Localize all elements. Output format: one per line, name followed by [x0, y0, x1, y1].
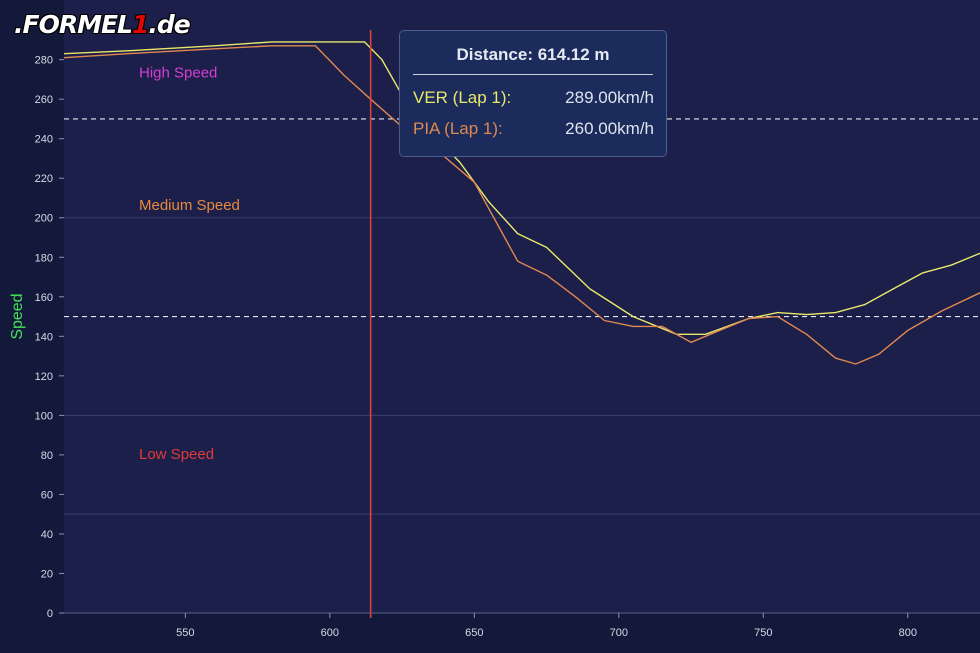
y-tick-label: 120 [35, 371, 53, 383]
series-line-ver [63, 41, 980, 335]
zone-label: High Speed [139, 64, 217, 81]
formel1-logo: .FORMEL1.de [14, 10, 191, 39]
y-tick-label: 240 [35, 134, 53, 146]
logo-digit: 1 [131, 10, 149, 39]
zone-label: Medium Speed [139, 197, 240, 214]
tooltip-value-pia: 260.00km/h [565, 119, 654, 138]
y-tick-label: 260 [35, 94, 53, 106]
chart-tooltip: Distance: 614.12 m VER (Lap 1): 289.00km… [399, 30, 667, 157]
zone-label: Low Speed [139, 446, 214, 463]
tooltip-title: Distance: 614.12 m [456, 45, 610, 64]
y-tick-label: 60 [41, 489, 53, 501]
x-tick-label: 800 [899, 627, 917, 639]
x-tick-label: 750 [754, 627, 772, 639]
logo-suffix: .de [148, 10, 190, 39]
logo-prefix: .FORMEL [14, 10, 133, 39]
y-tick-label: 200 [35, 213, 53, 225]
y-axis-label: Speed [9, 293, 26, 339]
y-tick-label: 100 [35, 410, 53, 422]
tooltip-label-ver: VER (Lap 1): [413, 88, 512, 107]
tooltip-label-pia: PIA (Lap 1): [413, 119, 503, 138]
y-tick-label: 160 [35, 292, 53, 304]
tooltip-value-ver: 289.00km/h [565, 88, 654, 107]
tooltip-divider [413, 74, 653, 75]
y-tick-label: 220 [35, 173, 53, 185]
y-tick-label: 40 [41, 529, 53, 541]
y-tick-label: 0 [47, 608, 53, 620]
x-tick-label: 550 [176, 627, 194, 639]
x-tick-label: 700 [610, 627, 628, 639]
x-tick-label: 600 [321, 627, 339, 639]
series-line-pia [63, 45, 980, 365]
y-tick-label: 80 [41, 450, 53, 462]
x-tick-label: 650 [465, 627, 483, 639]
y-tick-label: 20 [41, 568, 53, 580]
y-tick-label: 280 [35, 55, 53, 67]
y-tick-label: 180 [35, 252, 53, 264]
y-tick-label: 140 [35, 331, 53, 343]
